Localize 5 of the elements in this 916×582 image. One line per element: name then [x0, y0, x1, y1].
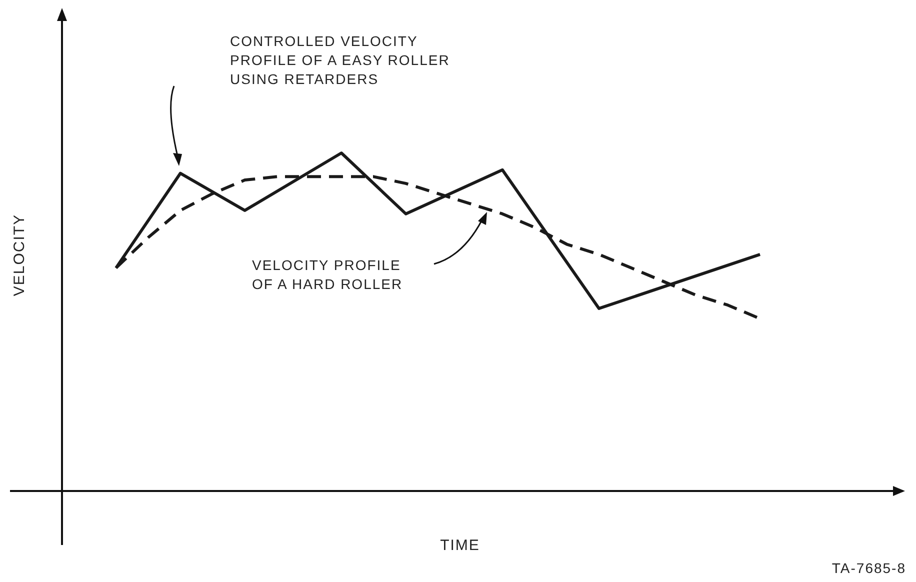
annotation: VELOCITY PROFILE OF A HARD ROLLER [252, 257, 403, 292]
text: TA-7685-8 [832, 560, 906, 576]
y-axis-title: VELOCITY [11, 214, 28, 296]
text: CONTROLLED VELOCITY PROFILE OF A EASY ROLLER USING RETARDERS [230, 33, 450, 87]
x-axis-title: TIME [440, 537, 480, 554]
